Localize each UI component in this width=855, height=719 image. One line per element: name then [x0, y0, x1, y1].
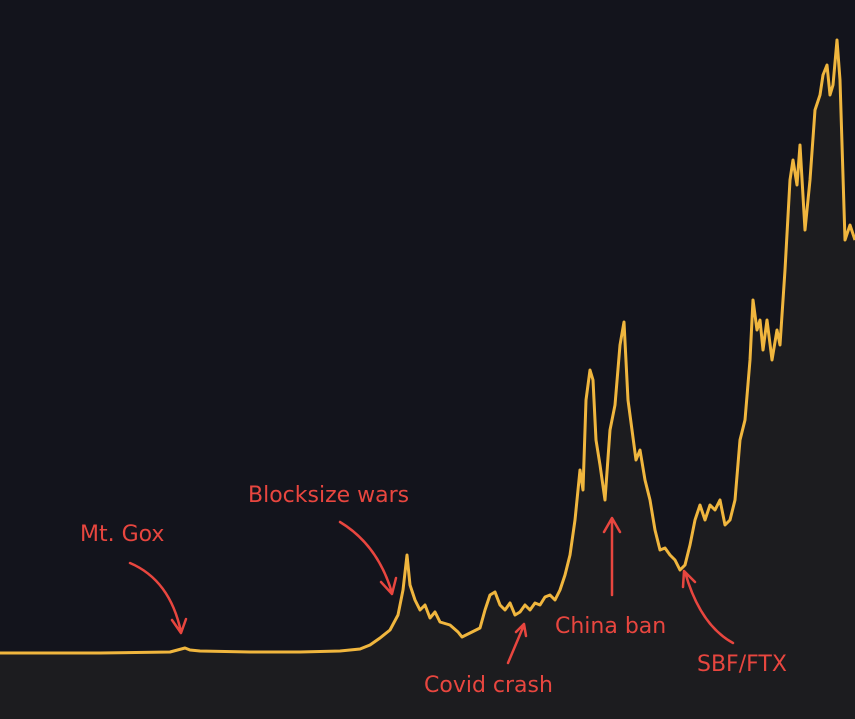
annotation: China ban — [555, 614, 666, 639]
area — [0, 40, 855, 719]
annotation: Blocksize wars — [248, 483, 409, 508]
annotation-arrow — [338, 520, 398, 596]
annotation: SBF/FTX — [697, 652, 787, 677]
annotation-arrow — [128, 561, 188, 635]
price-line — [0, 38, 855, 655]
annotation-arrow — [681, 569, 735, 645]
plot — [0, 38, 855, 719]
annotation: Mt. Gox — [80, 522, 164, 547]
annotation-arrow — [602, 516, 622, 597]
annotation-arrow — [506, 622, 528, 665]
annotation: Covid crash — [424, 673, 553, 698]
